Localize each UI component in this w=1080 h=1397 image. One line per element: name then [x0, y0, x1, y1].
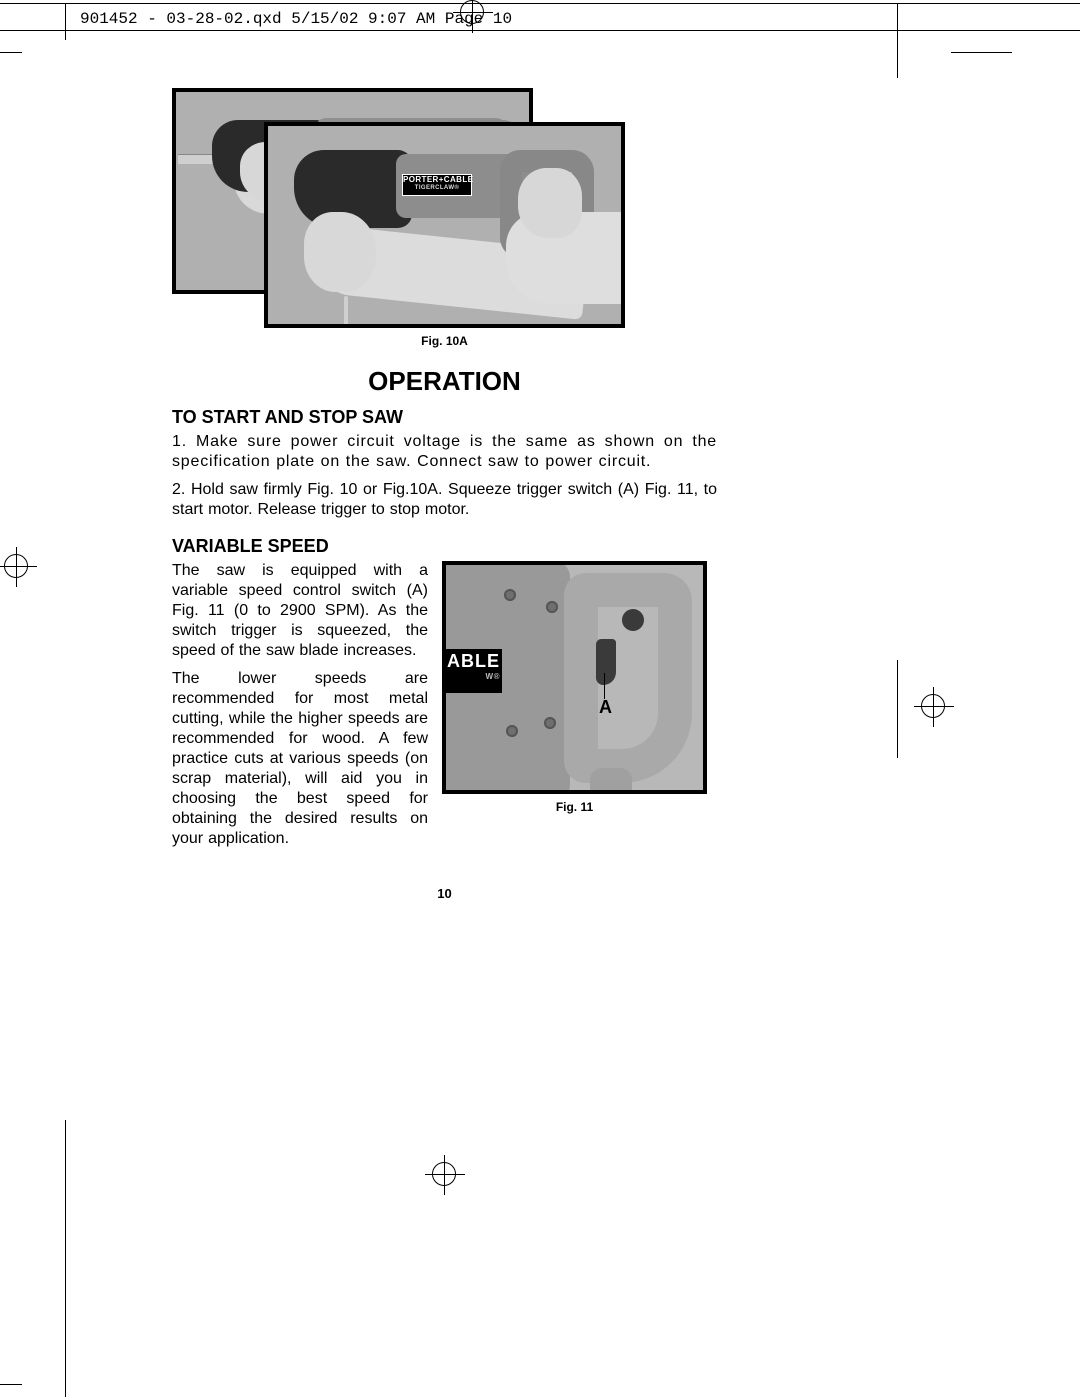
guide-line [897, 3, 898, 78]
lock-button [622, 609, 644, 631]
brand-sub: TIGERCLAW® [403, 185, 471, 192]
guide-line [0, 52, 22, 53]
paragraph: The lower speeds are recommended for mos… [172, 669, 428, 849]
screw-icon [504, 589, 516, 601]
screw-icon [506, 725, 518, 737]
crop-mark [921, 694, 945, 718]
subhead-variable-speed: VARIABLE SPEED [172, 536, 717, 557]
page-number: 10 [172, 886, 717, 901]
hand [518, 168, 582, 238]
crop-mark [460, 0, 484, 24]
guide-line [65, 1120, 66, 1397]
figure-10a: PORTER+CABLE TIGERCLAW® [264, 122, 625, 328]
paragraph: The saw is equipped with a variable spee… [172, 561, 428, 661]
section-title: OPERATION [172, 366, 717, 397]
d-handle [564, 573, 692, 783]
top-rule [0, 3, 1080, 4]
two-column-region: The saw is equipped with a variable spee… [172, 561, 717, 857]
guide-line [65, 3, 66, 40]
brand-plate: PORTER+CABLE TIGERCLAW® [402, 174, 472, 196]
hand [304, 212, 376, 292]
cord-boot [590, 768, 632, 794]
plate-text: ABLE [447, 651, 500, 671]
callout-label-a: A [599, 697, 612, 718]
qxd-header: 901452 - 03-28-02.qxd 5/15/02 9:07 AM Pa… [80, 10, 512, 28]
screw-icon [544, 717, 556, 729]
guide-line [0, 1384, 22, 1385]
guide-line [951, 52, 1012, 53]
brand-plate: ABLE W® [442, 649, 502, 693]
figure-10a-caption: Fig. 10A [172, 334, 717, 348]
figure-column: ABLE W® A Fig. 11 [442, 561, 707, 857]
paragraph: 1. Make sure power circuit voltage is th… [172, 432, 717, 472]
crop-mark [4, 554, 28, 578]
page-content: PORTER+CABLE TIGERCLAW® Fig. 10 PORTER+C… [172, 88, 717, 857]
trigger-switch [596, 639, 616, 685]
text-column: The saw is equipped with a variable spee… [172, 561, 428, 857]
figure-11-caption: Fig. 11 [442, 800, 707, 814]
guide-line [897, 660, 898, 758]
subhead-start-stop: TO START AND STOP SAW [172, 407, 717, 428]
power-cord [344, 296, 348, 328]
callout-leader [604, 673, 605, 699]
paragraph: 2. Hold saw firmly Fig. 10 or Fig.10A. S… [172, 480, 717, 520]
figure-11: ABLE W® A [442, 561, 707, 794]
crop-mark [432, 1162, 456, 1186]
brand-text: PORTER+CABLE [403, 175, 473, 184]
plate-sub: W® [442, 672, 500, 681]
header-rule [0, 30, 1080, 31]
screw-icon [546, 601, 558, 613]
